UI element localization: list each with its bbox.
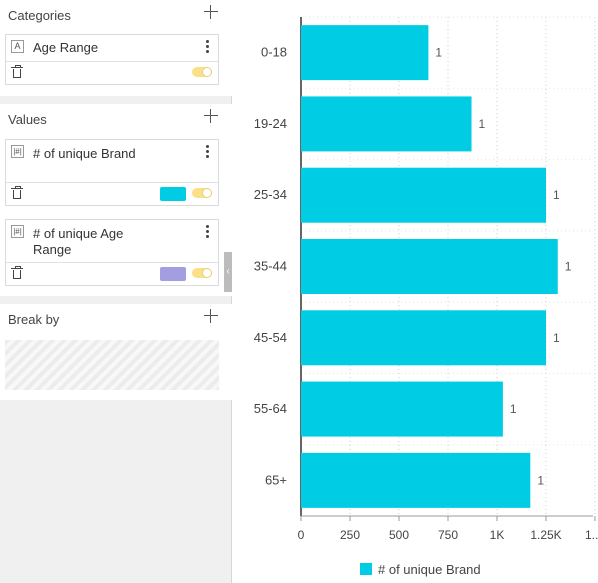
- value-field-card[interactable]: |#| # of unique Brand: [5, 139, 219, 206]
- category-field-label: Age Range: [33, 40, 99, 55]
- category-label: 19-24: [254, 116, 287, 131]
- category-label: 35-44: [254, 259, 287, 274]
- data-label: 1: [537, 473, 544, 487]
- field-menu-icon[interactable]: [206, 145, 210, 159]
- data-label: 1: [553, 188, 560, 202]
- field-menu-icon[interactable]: [206, 40, 210, 54]
- values-title: Values: [8, 112, 47, 127]
- categories-section: Categories A Age Range: [0, 0, 232, 96]
- x-tick-label: 0: [298, 528, 305, 542]
- bar: [301, 167, 546, 223]
- data-label: 1: [565, 260, 572, 274]
- add-category-icon[interactable]: [204, 5, 218, 19]
- break-by-title: Break by: [8, 312, 60, 327]
- numeric-type-icon: |#|: [11, 225, 24, 238]
- x-tick-label: 750: [438, 528, 458, 542]
- chart-legend[interactable]: # of unique Brand: [360, 562, 481, 577]
- collapse-panel-handle[interactable]: ‹: [224, 252, 232, 292]
- add-break-by-icon[interactable]: [204, 309, 218, 323]
- value-field-card[interactable]: |#| # of unique Age Range: [5, 219, 219, 286]
- fields-panel: Categories A Age Range Values |#| # of u…: [0, 0, 232, 583]
- series-color-swatch[interactable]: [160, 187, 186, 201]
- bar: [301, 310, 546, 366]
- data-label: 1: [510, 402, 517, 416]
- category-label: 25-34: [254, 187, 287, 202]
- legend-swatch: [360, 563, 372, 575]
- x-tick-label: 250: [340, 528, 360, 542]
- text-type-icon: A: [11, 40, 24, 53]
- category-label: 45-54: [254, 330, 287, 345]
- legend-label: # of unique Brand: [378, 562, 481, 577]
- category-label: 0-18: [261, 45, 287, 60]
- break-by-drop-zone[interactable]: [5, 340, 219, 390]
- field-menu-icon[interactable]: [206, 225, 210, 239]
- data-label: 1: [435, 46, 442, 60]
- field-toggle[interactable]: [192, 188, 212, 198]
- categories-title: Categories: [8, 8, 71, 23]
- x-tick-label: 1.25K: [530, 528, 561, 542]
- series-color-swatch[interactable]: [160, 267, 186, 281]
- trash-icon[interactable]: [11, 186, 23, 199]
- x-tick-label: 1....: [585, 528, 598, 542]
- bar: [301, 25, 429, 81]
- value-field-label: # of unique Age Range: [33, 226, 124, 257]
- category-label: 55-64: [254, 401, 287, 416]
- trash-icon[interactable]: [11, 266, 23, 279]
- data-label: 1: [479, 117, 486, 131]
- values-section: Values |#| # of unique Brand |#| # of un…: [0, 104, 232, 296]
- bar: [301, 452, 531, 508]
- bar-chart: 0 250 500 750 1K 1.25K 1.... 1 0-18 1 19-24 1 25-34 1…: [233, 0, 598, 583]
- category-label: 65+: [265, 472, 287, 487]
- field-toggle[interactable]: [192, 67, 212, 77]
- numeric-type-icon: |#|: [11, 145, 24, 158]
- bar: [301, 96, 472, 152]
- bar: [301, 381, 503, 437]
- break-by-section: Break by: [0, 304, 232, 400]
- value-field-label: # of unique Brand: [33, 146, 136, 161]
- field-toggle[interactable]: [192, 268, 212, 278]
- chart-canvas: 0 250 500 750 1K 1.25K 1.... 1 0-18 1 19-24 1 25-34 1…: [254, 16, 598, 542]
- trash-icon[interactable]: [11, 65, 23, 78]
- category-field-card[interactable]: A Age Range: [5, 34, 219, 85]
- x-tick-label: 1K: [490, 528, 505, 542]
- add-value-icon[interactable]: [204, 109, 218, 123]
- bar: [301, 239, 558, 294]
- data-label: 1: [553, 331, 560, 345]
- x-tick-label: 500: [389, 528, 409, 542]
